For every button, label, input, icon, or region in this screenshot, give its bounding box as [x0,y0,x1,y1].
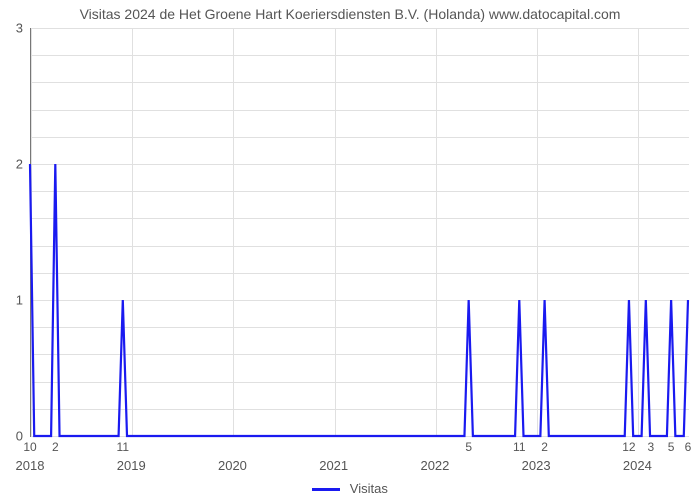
y-tick-label: 0 [3,429,23,444]
legend-swatch [312,488,340,491]
legend-label: Visitas [350,481,388,496]
series-value-label: 11 [117,440,129,454]
series-value-label: 5 [668,440,675,454]
series-value-label: 10 [23,440,36,454]
series-value-label: 12 [622,440,635,454]
y-tick-label: 2 [3,157,23,172]
series-value-label: 11 [513,440,525,454]
x-year-label: 2023 [522,458,551,473]
chart-container: Visitas 2024 de Het Groene Hart Koeriers… [0,0,700,500]
series-value-label: 6 [685,440,692,454]
line-series [0,0,700,500]
x-year-label: 2021 [319,458,348,473]
y-tick-label: 1 [3,293,23,308]
y-tick-label: 3 [3,21,23,36]
x-year-label: 2024 [623,458,652,473]
series-value-label: 2 [541,440,548,454]
x-year-label: 2022 [420,458,449,473]
series-value-label: 2 [52,440,59,454]
series-value-label: 5 [465,440,472,454]
legend: Visitas [0,481,700,496]
x-year-label: 2018 [16,458,45,473]
x-year-label: 2019 [117,458,146,473]
series-value-label: 3 [648,440,655,454]
x-year-label: 2020 [218,458,247,473]
